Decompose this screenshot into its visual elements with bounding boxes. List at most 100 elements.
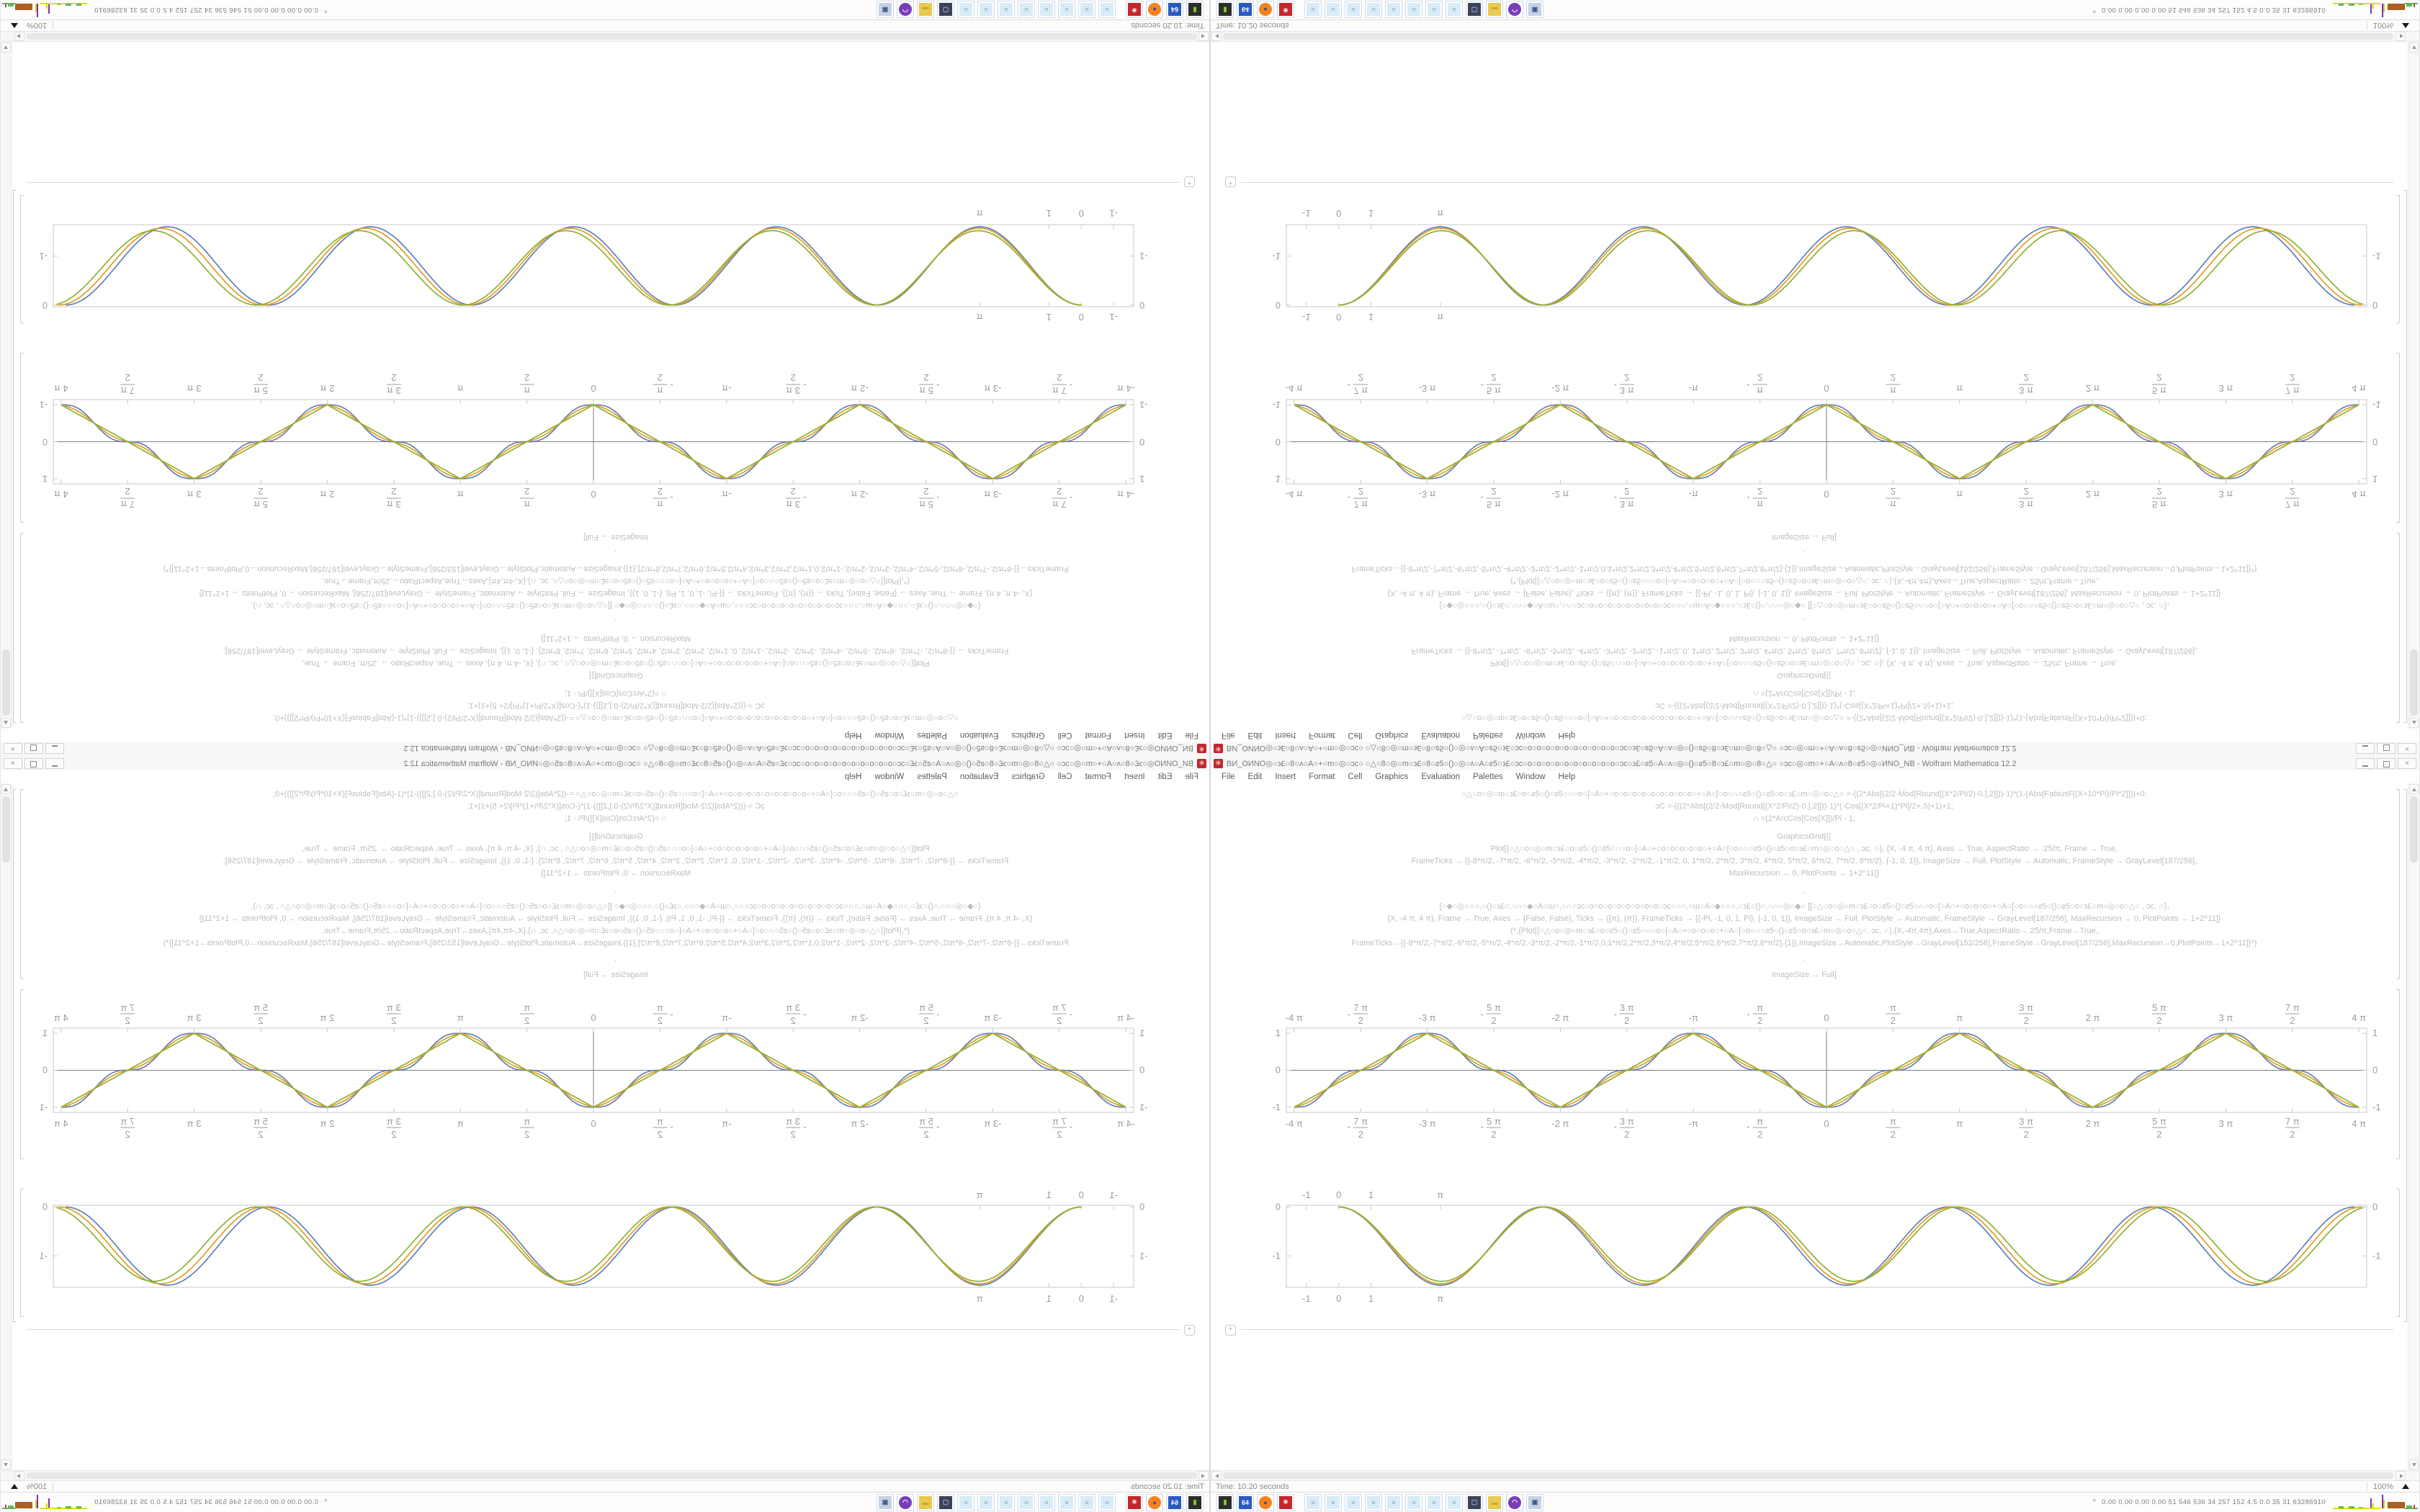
menu-item-graphics[interactable]: Graphics <box>1375 731 1409 739</box>
menu-item-format[interactable]: Format <box>1085 731 1111 739</box>
taskbar-monitor-icon[interactable]: ▢ <box>1466 1493 1483 1511</box>
scroll-down-button[interactable] <box>2409 42 2419 53</box>
scroll-up-button[interactable] <box>2409 718 2419 728</box>
minimize-button[interactable] <box>45 743 64 755</box>
taskbar-app-dark-icon[interactable]: ▮ <box>1216 1493 1234 1511</box>
code-line[interactable]: ∩ =(2*ArcCos[Cos[X]])/Pi - 1; <box>564 814 668 823</box>
taskbar-notepad-icon[interactable]: ≡ <box>1098 1 1116 19</box>
taskbar-notepad-icon[interactable]: ≡ <box>1345 1 1362 19</box>
taskbar-notepad-icon[interactable]: ≡ <box>1405 1493 1422 1511</box>
code-line[interactable]: GraphicsGrid[{{ <box>1777 671 1832 680</box>
code-line[interactable]: ɔC =-(((2*Abs[(2/2-Mod[Round[(X*2/Pi/2)-… <box>467 802 765 811</box>
tray-expander-icon[interactable]: ^ <box>323 6 328 14</box>
magnification-level[interactable]: 100% <box>27 21 48 30</box>
taskbar-app-dark-icon[interactable]: ▮ <box>1186 1493 1204 1511</box>
menu-item-evaluation[interactable]: Evaluation <box>1421 773 1461 781</box>
menu-item-format[interactable]: Format <box>1085 773 1111 781</box>
code-line[interactable]: {X, -4 π, 4 π}, Frame → True, Axes → {Fa… <box>1387 914 2221 923</box>
code-line[interactable]: {X, -4 π, 4 π}, Frame → True, Axes → {Fa… <box>199 914 1033 923</box>
taskbar-notepad-icon[interactable]: ≡ <box>1018 1493 1035 1511</box>
scroll-left-button[interactable] <box>1211 32 1222 41</box>
taskbar-window-app-icon[interactable]: ▣ <box>877 1 894 19</box>
cell-group-bracket[interactable] <box>2403 789 2407 1322</box>
taskbar-notepad-icon[interactable]: ≡ <box>1304 1493 1322 1511</box>
menu-item-cell[interactable]: Cell <box>1348 773 1363 781</box>
menu-item-window[interactable]: Window <box>874 773 905 781</box>
magnification-dropdown-icon[interactable] <box>2402 1484 2409 1489</box>
taskbar-notepad-icon[interactable]: ≡ <box>1345 1493 1362 1511</box>
window-titlebar[interactable]: ✳ BИ_ОИNО◎○϶£○8○ʌ○A○+○m○◎○ɔc○ ○△○8○◎○m○϶… <box>1 756 1209 771</box>
code-line[interactable]: MaxRecursion → 0, PlotPoints → 1+2^11]} <box>1729 634 1880 643</box>
code-line[interactable]: ∩ =(2*ArcCos[Cos[X]])/Pi - 1; <box>1752 814 1856 823</box>
code-line[interactable]: GraphicsGrid[{{ <box>1777 832 1832 841</box>
scroll-up-button[interactable] <box>1 718 11 728</box>
code-line[interactable]: ImageSize → Full] <box>1772 971 1837 979</box>
taskbar-firefox-icon[interactable]: ● <box>1257 1 1274 19</box>
restore-button[interactable] <box>24 743 43 755</box>
taskbar-notepad-icon[interactable]: ≡ <box>998 1 1015 19</box>
taskbar-notepad-icon[interactable]: ≡ <box>1385 1493 1402 1511</box>
scroll-up-button[interactable] <box>2409 784 2419 794</box>
code-line[interactable]: , <box>1803 886 1806 895</box>
input-cell[interactable]: ○△○o○◎○m○϶£○o○ƨ5○()○ƨ5○∩○o○[○A○+○o○o○o○o… <box>1211 530 2398 723</box>
code-line[interactable]: {X, -4 π, 4 π}, Frame → True, Axes → {Fa… <box>199 589 1033 598</box>
output-cell-bracket-plot-a[interactable] <box>20 989 24 1159</box>
taskbar-app-dark-icon[interactable]: ▮ <box>1186 1 1204 19</box>
code-line[interactable]: FrameTicks→{{-8*π/2,-7*π/2,-6*π/2,-5*π/2… <box>1351 564 2257 573</box>
magnification-level[interactable]: 100% <box>2372 1482 2393 1491</box>
menu-item-insert[interactable]: Insert <box>1275 773 1296 781</box>
menu-item-evaluation[interactable]: Evaluation <box>1421 731 1461 739</box>
horizontal-scroll-thumb[interactable] <box>27 33 1197 40</box>
horizontal-scroll-thumb[interactable] <box>1223 33 2393 40</box>
menu-item-help[interactable]: Help <box>1558 773 1576 781</box>
taskbar-notepad-icon[interactable]: ≡ <box>1304 1 1322 19</box>
menu-item-edit[interactable]: Edit <box>1247 773 1263 781</box>
close-button[interactable]: × <box>4 743 22 755</box>
code-line[interactable]: ImageSize → Full] <box>1772 533 1837 541</box>
restore-button[interactable] <box>2377 757 2396 769</box>
taskbar-opera-purple-icon[interactable]: ◠ <box>897 1 914 19</box>
output-cell-bracket-plot-b[interactable] <box>2396 195 2400 323</box>
insert-plus-icon[interactable]: + <box>1184 1325 1195 1336</box>
menu-item-format[interactable]: Format <box>1309 731 1335 739</box>
code-line[interactable]: ○△○o○◎○m○϶£○o○ƨ5○()○ƨ5○∩○o○[○A○+○o○o○o○o… <box>1461 714 2147 722</box>
taskbar-floppy-64-icon[interactable]: 64 <box>1237 1493 1254 1511</box>
cell-insertion-line[interactable]: + <box>27 1325 1195 1336</box>
vertical-scroll-thumb[interactable] <box>2 796 10 863</box>
vertical-scrollbar[interactable] <box>1 42 12 729</box>
horizontal-scrollbar[interactable] <box>1 32 1209 42</box>
taskbar-mathematica-red-icon[interactable]: ✳ <box>1277 1 1294 19</box>
taskbar-notepad-icon[interactable]: ≡ <box>1425 1493 1443 1511</box>
cell-group-bracket[interactable] <box>2403 190 2407 723</box>
taskbar-window-app-icon[interactable]: ▣ <box>1526 1493 1543 1511</box>
taskbar-app-dark-icon[interactable]: ▮ <box>1216 1 1234 19</box>
scroll-down-button[interactable] <box>2409 1459 2419 1470</box>
code-line[interactable]: FrameTicks→{{-8*π/2,-7*π/2,-6*π/2,-5*π/2… <box>163 939 1069 948</box>
menu-item-evaluation[interactable]: Evaluation <box>959 773 999 781</box>
taskbar-firefox-icon[interactable]: ● <box>1146 1493 1163 1511</box>
minimize-button[interactable] <box>45 757 64 769</box>
code-line[interactable]: (*,{Plot[{○△○o○◎○m○϶£○o○ƨ5○()○ƨ5○∩○o○[○A… <box>1510 927 2098 935</box>
menu-item-evaluation[interactable]: Evaluation <box>959 731 999 739</box>
scroll-down-button[interactable] <box>1 42 11 53</box>
taskbar-notepad-icon[interactable]: ≡ <box>1058 1 1075 19</box>
taskbar-firefox-icon[interactable]: ● <box>1146 1 1163 19</box>
taskbar-mathematica-red-icon[interactable]: ✳ <box>1277 1493 1294 1511</box>
menu-item-palettes[interactable]: Palettes <box>917 773 947 781</box>
code-line[interactable]: ImageSize → Full] <box>583 533 648 541</box>
taskbar-window-app-icon[interactable]: ▣ <box>877 1493 894 1511</box>
taskbar-notepad-icon[interactable]: ≡ <box>957 1493 974 1511</box>
vertical-scrollbar[interactable] <box>2408 783 2419 1470</box>
input-cell[interactable]: ○△○o○◎○m○϶£○o○ƨ5○()○ƨ5○∩○o○[○A○+○o○o○o○o… <box>22 530 1209 723</box>
menu-item-format[interactable]: Format <box>1309 773 1335 781</box>
taskbar-monitor-icon[interactable]: ▢ <box>1466 1 1483 19</box>
horizontal-scrollbar[interactable] <box>1211 1470 2419 1480</box>
window-titlebar[interactable]: ✳ BИ_ОИNО◎○϶£○8○ʌ○A○+○m○◎○ɔc○ ○△○8○◎○m○϶… <box>1211 756 2419 771</box>
code-line[interactable]: FrameTicks → {{-8*π/2, -7*π/2, -6*π/2, -… <box>1411 857 2197 865</box>
magnification-level[interactable]: 100% <box>27 1482 48 1491</box>
taskbar-notepad-icon[interactable]: ≡ <box>1385 1 1402 19</box>
taskbar-floppy-64-icon[interactable]: 64 <box>1237 1 1254 19</box>
code-line[interactable]: , <box>1803 549 1806 557</box>
menu-item-palettes[interactable]: Palettes <box>1473 731 1503 739</box>
taskbar-notepad-icon[interactable]: ≡ <box>998 1493 1015 1511</box>
